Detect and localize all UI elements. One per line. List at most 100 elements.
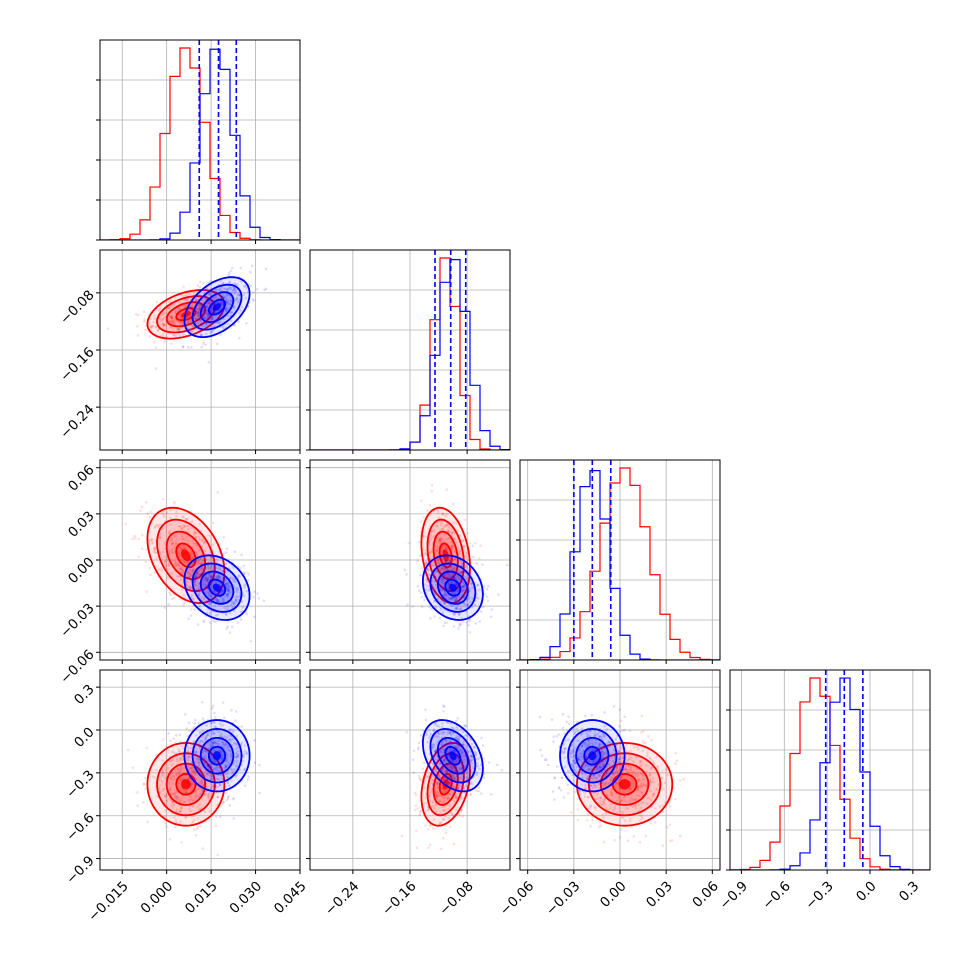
scatter-point	[227, 322, 230, 326]
scatter-point	[204, 295, 208, 299]
scatter-point	[441, 586, 444, 590]
scatter-point	[179, 525, 182, 528]
scatter-point	[221, 777, 224, 781]
scatter-point	[211, 549, 214, 552]
scatter-point	[434, 606, 438, 610]
scatter-point	[177, 747, 180, 751]
scatter-point	[430, 536, 434, 539]
scatter-point	[440, 600, 444, 603]
scatter-point	[219, 295, 223, 299]
scatter-point	[178, 567, 182, 571]
scatter-point	[461, 585, 465, 588]
scatter-point	[442, 809, 446, 812]
scatter-point	[173, 792, 177, 795]
scatter-point	[226, 607, 230, 610]
scatter-point	[203, 811, 207, 814]
scatter-point	[207, 764, 211, 767]
scatter-point	[444, 547, 447, 550]
scatter-point	[219, 333, 222, 337]
scatter-point	[211, 595, 215, 599]
scatter-point	[232, 729, 235, 732]
scatter-point	[195, 588, 198, 591]
scatter-point	[160, 569, 164, 573]
scatter-point	[235, 587, 238, 591]
scatter-point	[131, 766, 135, 770]
scatter-point	[446, 548, 450, 551]
scatter-point	[143, 320, 146, 323]
scatter-point	[423, 583, 427, 587]
scatter-point	[192, 725, 196, 729]
scatter-point	[462, 570, 466, 574]
contour-blue	[191, 562, 243, 613]
scatter-point	[442, 778, 445, 782]
scatter-point	[199, 333, 203, 337]
scatter-point	[222, 742, 226, 746]
scatter-point	[431, 800, 435, 804]
scatter-point	[183, 330, 187, 333]
scatter-point	[183, 713, 187, 716]
scatter-point	[170, 537, 173, 540]
scatter-point	[219, 549, 223, 553]
scatter-point	[154, 325, 158, 329]
scatter-point	[234, 743, 238, 746]
scatter-point	[178, 781, 181, 785]
scatter-point	[174, 772, 178, 775]
scatter-point	[207, 795, 211, 799]
scatter-point	[204, 297, 208, 301]
scatter-point	[136, 804, 140, 808]
scatter-point	[222, 570, 226, 573]
scatter-point	[185, 298, 189, 302]
scatter-point	[204, 793, 207, 796]
scatter-point	[160, 511, 164, 515]
scatter-point	[234, 755, 238, 759]
scatter-point	[225, 547, 229, 551]
scatter-point	[178, 525, 181, 528]
scatter-point	[233, 580, 237, 583]
scatter-point	[212, 767, 216, 771]
scatter-point	[247, 775, 250, 778]
scatter-point	[204, 737, 207, 740]
scatter-point	[208, 299, 212, 303]
scatter-point	[225, 764, 228, 767]
scatter-point	[183, 547, 186, 550]
scatter-point	[163, 555, 167, 559]
scatter-point	[457, 613, 461, 616]
scatter-point	[160, 313, 163, 317]
scatter-point	[243, 767, 247, 771]
scatter-point	[198, 602, 202, 606]
scatter-point	[187, 527, 190, 531]
scatter-point	[170, 571, 173, 575]
scatter-point	[174, 795, 177, 799]
scatter-point	[440, 584, 444, 588]
scatter-point	[205, 785, 209, 788]
scatter-point	[188, 586, 192, 590]
scatter-point	[197, 757, 201, 761]
scatter-point	[221, 589, 225, 593]
scatter-point	[430, 583, 434, 587]
scatter-point	[439, 606, 442, 609]
scatter-point	[171, 320, 175, 324]
scatter-point	[194, 575, 198, 578]
scatter-point	[204, 585, 207, 588]
scatter-point	[218, 287, 222, 291]
scatter-point	[423, 598, 426, 602]
scatter-point	[204, 781, 207, 785]
scatter-point	[476, 583, 480, 587]
scatter-point	[225, 582, 228, 586]
scatter-point	[186, 321, 190, 325]
scatter-point	[198, 307, 201, 311]
scatter-point	[177, 749, 181, 753]
scatter-point	[437, 516, 441, 520]
scatter-point	[203, 577, 206, 581]
scatter-point	[206, 579, 209, 583]
scatter-point	[459, 571, 463, 574]
scatter-point	[191, 324, 195, 328]
scatter-point	[242, 755, 246, 758]
scatter-point	[196, 559, 199, 563]
scatter-point	[148, 566, 152, 570]
scatter-point	[180, 766, 183, 770]
scatter-point	[481, 605, 485, 609]
scatter-point	[231, 566, 235, 569]
scatter-point	[173, 500, 176, 504]
scatter-point	[436, 597, 440, 601]
